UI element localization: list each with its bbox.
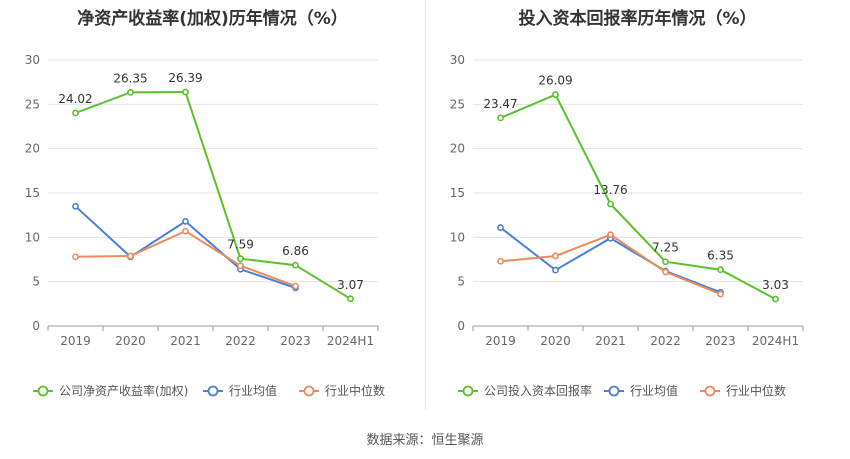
x-tick-label: 2023 <box>280 334 311 348</box>
x-tick-label: 2021 <box>170 334 201 348</box>
y-tick-label: 0 <box>32 319 40 333</box>
data-point <box>127 252 134 260</box>
data-label: 26.35 <box>113 71 147 85</box>
data-point <box>497 257 504 265</box>
data-point <box>662 258 669 266</box>
legend-item: 行业中位数 <box>299 383 385 398</box>
data-label: 7.59 <box>227 238 254 252</box>
roe-chart: 0 5 10 15 20 25 30 2019 2020 2021 2022 2023 2024H1 24… <box>25 53 385 398</box>
data-point <box>662 268 669 276</box>
data-label: 23.47 <box>483 97 517 111</box>
y-tick-label: 20 <box>25 142 40 156</box>
panel-divider <box>425 0 426 410</box>
data-point <box>607 231 614 239</box>
data-label: 7.25 <box>652 241 679 255</box>
data-point <box>552 266 559 274</box>
legend-item: 行业中位数 <box>700 383 786 398</box>
legend-marker <box>704 385 716 397</box>
data-point <box>497 114 504 122</box>
data-label: 6.35 <box>707 249 734 263</box>
x-tick-label: 2023 <box>705 334 736 348</box>
x-tick-label: 2019 <box>60 334 91 348</box>
y-tick-label: 0 <box>457 319 465 333</box>
data-label: 26.09 <box>538 74 572 88</box>
data-label: 6.86 <box>282 244 309 258</box>
x-tick-label: 2019 <box>485 334 516 348</box>
x-tick-label: 2024H1 <box>752 334 799 348</box>
legend-item: 公司净资产收益率(加权) <box>33 383 188 398</box>
data-point <box>347 295 354 303</box>
y-tick-label: 25 <box>450 97 465 111</box>
legend-marker <box>303 385 315 397</box>
series-line <box>500 93 776 300</box>
y-tick-label: 25 <box>25 97 40 111</box>
y-tick-label: 15 <box>450 186 465 200</box>
x-tick-label: 2022 <box>225 334 256 348</box>
data-point <box>552 252 559 260</box>
legend-marker <box>608 385 620 397</box>
y-tick-label: 15 <box>25 186 40 200</box>
legend-label: 公司投入资本回报率 <box>484 383 592 398</box>
data-label: 3.07 <box>337 278 364 292</box>
chart-title: 净资产收益率(加权)历年情况（%） <box>77 9 348 29</box>
legend-label: 行业中位数 <box>325 383 385 398</box>
legend-label: 公司净资产收益率(加权) <box>59 383 188 398</box>
roic-chart: 0 5 10 15 20 25 30 2019 2020 2021 2022 2023 2024H1 23… <box>450 53 804 398</box>
y-tick-label: 5 <box>32 275 40 289</box>
y-tick-label: 30 <box>450 53 465 67</box>
legend-label: 行业均值 <box>229 383 277 398</box>
data-point <box>237 255 244 263</box>
data-source-note: 数据来源：恒生聚源 <box>366 433 484 448</box>
legend-marker <box>37 385 49 397</box>
data-point <box>552 91 559 99</box>
legend-marker <box>462 385 474 397</box>
legend-item: 行业均值 <box>203 383 277 398</box>
data-point <box>717 290 724 298</box>
chart-title: 投入资本回报率历年情况（%） <box>518 9 757 29</box>
x-tick-label: 2021 <box>595 334 626 348</box>
x-tick-label: 2022 <box>650 334 681 348</box>
roe-chart-panel: 净资产收益率(加权)历年情况（%） 0 5 10 15 20 25 30 2019 2020 20… <box>0 0 425 410</box>
data-label: 13.76 <box>593 183 627 197</box>
data-point <box>182 88 189 96</box>
x-tick-label: 2020 <box>540 334 571 348</box>
data-point <box>72 109 79 117</box>
legend-marker <box>207 385 219 397</box>
data-point <box>772 295 779 303</box>
series-line <box>75 229 296 288</box>
data-point <box>607 200 614 208</box>
legend-item: 公司投入资本回报率 <box>458 383 592 398</box>
y-tick-label: 30 <box>25 53 40 67</box>
x-tick-label: 2020 <box>115 334 146 348</box>
y-tick-label: 20 <box>450 142 465 156</box>
data-point <box>127 88 134 96</box>
series-line <box>75 90 352 300</box>
y-tick-label: 5 <box>457 275 465 289</box>
data-point <box>72 202 79 210</box>
data-point <box>292 261 299 269</box>
roic-chart-panel: 投入资本回报率历年情况（%） 0 5 10 15 20 25 30 2019 2020 2021 2… <box>425 0 850 410</box>
data-point <box>182 227 189 235</box>
legend-label: 行业均值 <box>630 383 678 398</box>
data-label: 3.03 <box>762 278 789 292</box>
x-tick-label: 2024H1 <box>327 334 374 348</box>
y-tick-label: 10 <box>25 230 40 244</box>
data-point <box>292 282 299 290</box>
data-point <box>72 253 79 261</box>
data-point <box>497 224 504 231</box>
legend-label: 行业中位数 <box>726 383 786 398</box>
y-tick-label: 10 <box>450 230 465 244</box>
data-label: 26.39 <box>168 71 202 85</box>
data-point <box>182 217 189 225</box>
data-point <box>717 266 724 274</box>
data-label: 24.02 <box>58 92 92 106</box>
data-point <box>237 262 244 270</box>
legend-item: 行业均值 <box>604 383 678 398</box>
